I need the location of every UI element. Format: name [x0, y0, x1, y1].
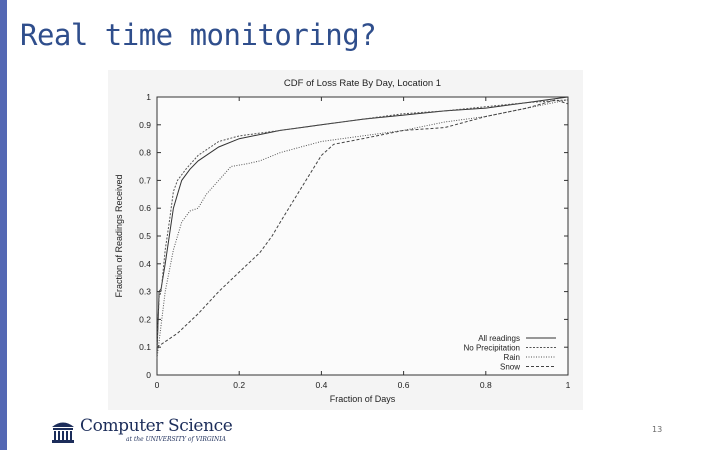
x-axis-label: Fraction of Days	[330, 394, 396, 404]
x-tick-label: 1	[566, 380, 571, 390]
y-axis-label: Fraction of Readings Received	[114, 174, 124, 297]
legend-label: All readings	[478, 334, 520, 343]
y-tick-label: 1	[146, 92, 151, 102]
left-accent-bar	[0, 0, 7, 450]
cdf-chart: CDF of Loss Rate By Day, Location 1 Fract…	[108, 70, 583, 410]
plot-frame	[156, 96, 569, 376]
y-tick-label: 0.5	[139, 231, 151, 241]
x-tick-label: 0	[155, 380, 160, 390]
series-line-no-precipitation	[156, 99, 569, 348]
y-tick-label: 0.7	[139, 175, 151, 185]
series-line-all-readings	[156, 96, 569, 353]
y-tick-label: 0.2	[139, 314, 151, 324]
page-number: 13	[652, 425, 663, 434]
legend-label: Rain	[504, 353, 520, 362]
slide-title: Real time monitoring?	[20, 18, 377, 52]
y-tick-label: 0.9	[139, 120, 151, 130]
legend-label: Snow	[500, 363, 520, 372]
x-tick-label: 0.2	[233, 380, 245, 390]
x-tick-label: 0.4	[315, 380, 327, 390]
chart-title: CDF of Loss Rate By Day, Location 1	[284, 78, 441, 89]
rotunda-icon	[52, 422, 74, 443]
cs-logo: Computer Science at the UNIVERSITY of VI…	[50, 416, 233, 444]
y-tick-label: 0.6	[139, 203, 151, 213]
logo-main-text: Computer Science	[80, 416, 233, 436]
x-tick-label: 0.6	[398, 380, 410, 390]
y-tick-label: 0.1	[139, 342, 151, 352]
y-tick-label: 0.4	[139, 259, 151, 269]
logo-sub-text: at the UNIVERSITY of VIRGINIA	[126, 436, 226, 443]
y-tick-label: 0.3	[139, 287, 151, 297]
chart-container: CDF of Loss Rate By Day, Location 1 Fract…	[108, 70, 583, 410]
series-line-snow	[156, 99, 569, 348]
y-tick-label: 0	[146, 370, 151, 380]
y-tick-label: 0.8	[139, 148, 151, 158]
x-tick-label: 0.8	[480, 380, 492, 390]
legend-label: No Precipitation	[464, 344, 520, 353]
